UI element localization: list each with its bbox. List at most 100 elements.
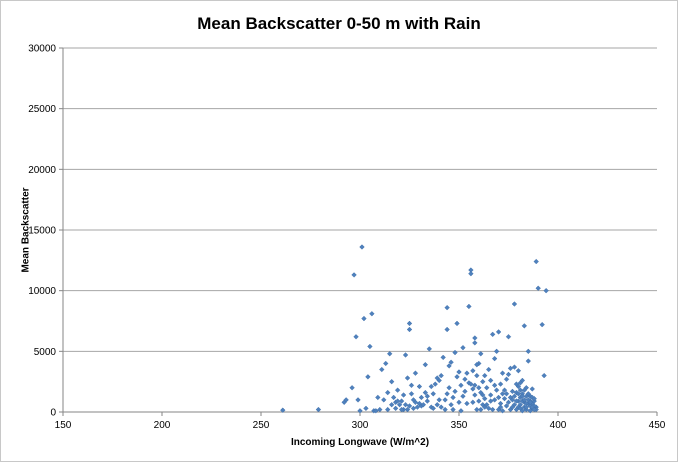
data-point: [315, 406, 322, 413]
data-point: [404, 375, 411, 381]
data-point: [452, 349, 458, 356]
data-point: [499, 408, 506, 414]
data-point: [478, 406, 484, 413]
data-point: [444, 391, 450, 397]
data-point: [505, 334, 512, 340]
data-point: [543, 287, 549, 294]
data-point: [474, 361, 480, 368]
data-point: [444, 326, 450, 333]
data-point: [515, 391, 522, 397]
data-point: [507, 365, 514, 372]
data-point: [406, 403, 413, 409]
data-point: [454, 320, 460, 327]
data-point: [511, 301, 518, 307]
data-point: [416, 383, 423, 390]
y-tick-label: 10000: [28, 286, 56, 297]
data-point: [472, 382, 478, 388]
data-point: [501, 395, 508, 402]
data-point: [448, 402, 454, 408]
data-point: [491, 397, 498, 403]
data-point: [521, 397, 528, 403]
data-point: [422, 389, 429, 396]
y-tick-label: 25000: [28, 104, 56, 115]
data-point: [531, 395, 537, 402]
data-point: [410, 397, 417, 403]
data-point: [357, 408, 363, 414]
data-point: [412, 370, 419, 376]
data-point: [458, 382, 464, 388]
tick-labels: 0 5000 10000 15000 20000 25000 30000 150 200 250 3…: [28, 44, 666, 432]
data-point: [499, 370, 506, 376]
y-tick-label: 20000: [28, 165, 56, 176]
data-point: [523, 404, 530, 410]
data-point: [525, 348, 531, 355]
data-point: [509, 404, 516, 410]
data-point: [489, 331, 496, 338]
data-point: [438, 404, 444, 410]
data-point: [385, 406, 391, 413]
data-point: [482, 372, 488, 379]
data-point: [517, 387, 524, 393]
data-point: [394, 387, 401, 393]
data-point: [503, 376, 510, 382]
y-tick-label: 15000: [28, 226, 56, 237]
data-point: [493, 348, 500, 355]
data-point: [414, 404, 421, 410]
data-point: [495, 329, 502, 335]
data-point: [476, 398, 482, 404]
data-point: [361, 315, 367, 322]
data-point: [430, 405, 436, 412]
data-point: [531, 406, 537, 413]
x-tick-label: 150: [55, 420, 72, 431]
data-point: [448, 359, 454, 365]
data-point: [432, 381, 438, 387]
data-point: [418, 394, 425, 401]
data-point: [450, 394, 456, 401]
data-point: [509, 397, 516, 403]
x-tick-label: 400: [550, 420, 567, 431]
data-point: [491, 355, 498, 362]
data-point: [515, 383, 522, 390]
data-point: [511, 364, 518, 370]
data-point: [505, 371, 512, 378]
data-point: [517, 402, 524, 408]
data-point: [478, 389, 484, 396]
data-point: [436, 397, 442, 403]
data-point: [521, 323, 528, 329]
data-point: [521, 387, 528, 393]
data-point: [503, 391, 510, 397]
axes: [59, 47, 658, 416]
data-point: [430, 391, 436, 397]
data-point: [349, 385, 355, 391]
x-axis-label: Incoming Longwave (W/m^2): [290, 437, 430, 448]
data-point: [474, 372, 480, 379]
data-point: [470, 399, 476, 405]
data-point: [472, 340, 478, 346]
data-point: [495, 394, 502, 401]
x-tick-label: 300: [352, 420, 369, 431]
data-point: [387, 351, 393, 357]
data-point: [390, 394, 397, 401]
x-tick-label: 250: [253, 420, 270, 431]
data-point: [505, 399, 512, 405]
data-point: [486, 405, 492, 412]
y-tick-label: 5000: [34, 347, 57, 358]
data-point: [388, 402, 395, 408]
data-point: [491, 382, 498, 388]
data-point: [478, 351, 484, 357]
data-point: [365, 374, 371, 380]
data-point: [509, 388, 516, 395]
data-point: [434, 402, 440, 408]
data-point: [406, 320, 413, 327]
x-tick-label: 350: [451, 420, 468, 431]
data-point: [422, 361, 429, 368]
data-point: [377, 406, 383, 413]
data-point: [484, 402, 490, 408]
data-point: [515, 368, 522, 374]
data-point: [533, 258, 539, 265]
data-point: [402, 352, 409, 358]
y-tick-label: 30000: [28, 44, 56, 55]
data-point: [388, 378, 395, 385]
data-point: [398, 406, 405, 413]
